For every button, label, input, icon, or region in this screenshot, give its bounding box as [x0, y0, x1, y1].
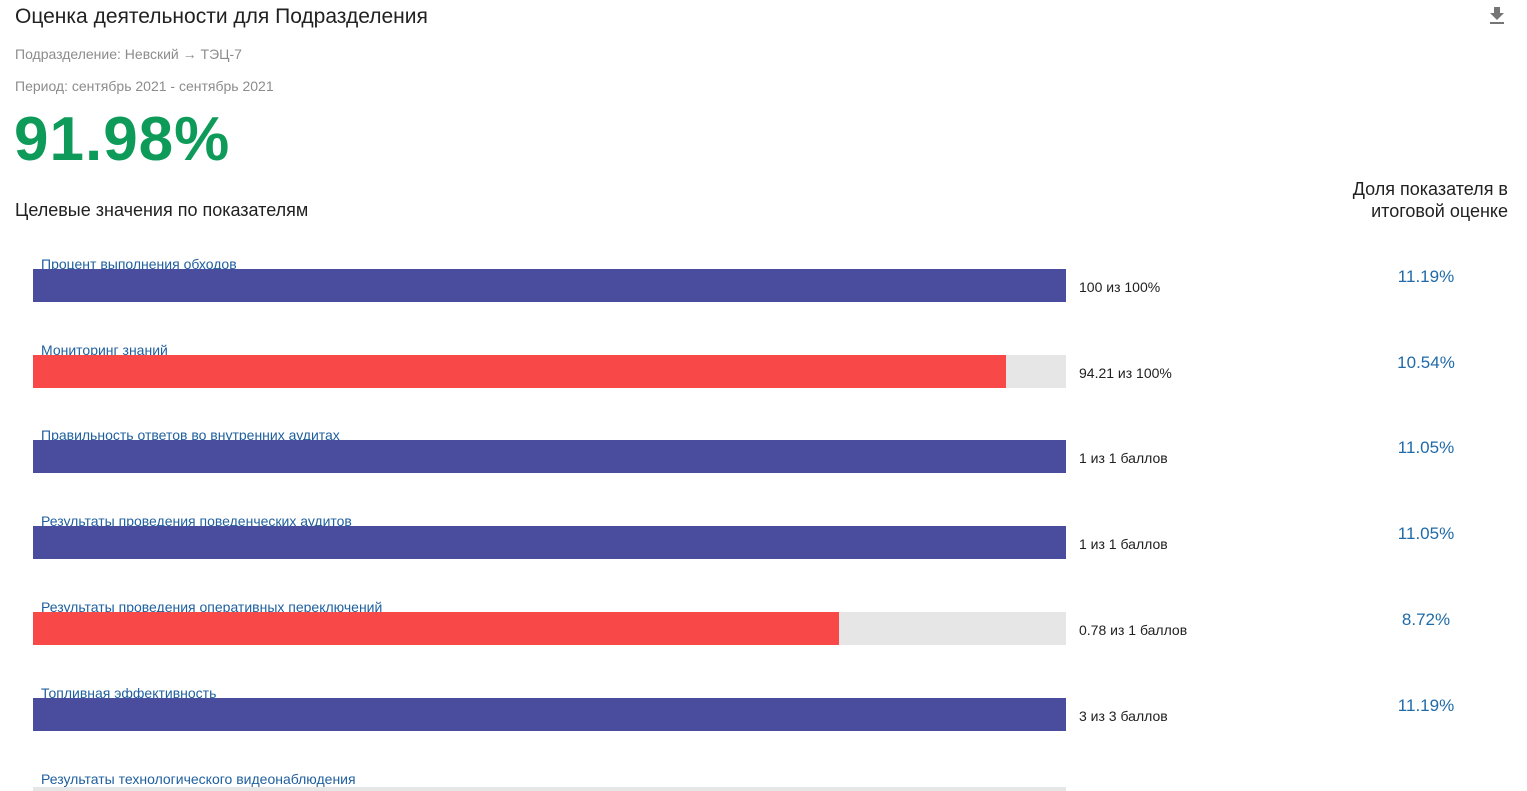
indicator-bar-fill: [33, 440, 1066, 473]
indicator-bar: [33, 440, 1066, 473]
indicator-value: 1 из 1 баллов: [1079, 450, 1168, 466]
indicator-row: Правильность ответов во внутренних аудит…: [33, 427, 1493, 507]
indicator-bar-fill: [33, 612, 839, 645]
indicator-bar: [33, 526, 1066, 559]
indicator-label: Топливная эффективность: [41, 685, 217, 701]
indicator-bar: [33, 269, 1066, 302]
indicator-bar: [33, 355, 1066, 388]
indicator-bar-fill: [33, 269, 1066, 302]
indicator-label: Результаты проведения поведенческих ауди…: [41, 513, 352, 529]
indicator-label: Результаты технологического видеонаблюде…: [41, 771, 356, 787]
indicator-share: 11.19%: [1397, 696, 1455, 715]
indicator-row: Результаты технологического видеонаблюде…: [33, 771, 1493, 791]
page-title: Оценка деятельности для Подразделения: [15, 5, 428, 28]
indicator-value: 0.78 из 1 баллов: [1079, 622, 1188, 638]
indicator-label: Мониторинг знаний: [41, 342, 168, 358]
indicator-share: 11.05%: [1397, 438, 1455, 457]
indicator-label: Результаты проведения оперативных перекл…: [41, 599, 383, 615]
indicator-value: 3 из 3 баллов: [1079, 708, 1168, 724]
download-icon[interactable]: [1485, 4, 1509, 28]
indicator-bar-fill: [33, 698, 1066, 731]
indicator-value: 100 из 100%: [1079, 279, 1161, 295]
indicator-share: 8.72%: [1401, 610, 1451, 629]
indicator-row: Мониторинг знаний 94.21 из 100% 10.54%: [33, 342, 1493, 422]
department-text: Подразделение: Невский → ТЭЦ-7: [15, 46, 242, 62]
indicator-bar-fill: [33, 526, 1066, 559]
indicator-share: 10.54%: [1397, 353, 1455, 372]
indicator-share: 11.19%: [1397, 267, 1455, 286]
indicator-row: Топливная эффективность 3 из 3 баллов 11…: [33, 685, 1493, 765]
period-text: Период: сентябрь 2021 - сентябрь 2021: [15, 78, 274, 94]
indicator-value: 1 из 1 баллов: [1079, 536, 1168, 552]
indicator-share: 11.05%: [1397, 524, 1455, 543]
indicator-label: Процент выполнения обходов: [41, 256, 237, 272]
indicator-bar: [33, 787, 1066, 791]
total-score: 91.98%: [14, 105, 231, 174]
indicator-bar: [33, 612, 1066, 645]
share-column-title: Доля показателя в итоговой оценке: [1352, 179, 1508, 221]
indicator-row: Процент выполнения обходов 100 из 100% 1…: [33, 256, 1493, 336]
indicator-label: Правильность ответов во внутренних аудит…: [41, 427, 340, 443]
indicator-value: 94.21 из 100%: [1079, 365, 1172, 381]
indicator-bar-fill: [33, 355, 1007, 388]
targets-section-title: Целевые значения по показателям: [15, 200, 309, 220]
indicator-row: Результаты проведения поведенческих ауди…: [33, 513, 1493, 593]
indicator-bar: [33, 698, 1066, 731]
indicator-row: Результаты проведения оперативных перекл…: [33, 599, 1493, 679]
